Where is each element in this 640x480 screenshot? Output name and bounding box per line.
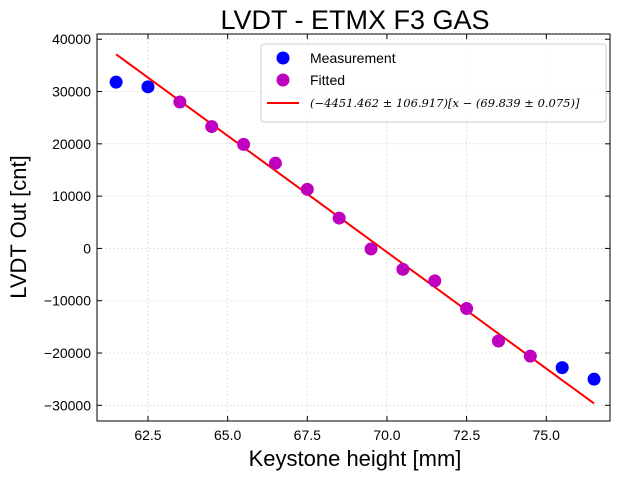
point-fitted <box>237 137 251 151</box>
point-fitted <box>460 302 474 316</box>
point-fitted <box>300 182 314 196</box>
legend-marker-measurement <box>276 51 290 65</box>
x-tick-label: 70.0 <box>373 427 400 443</box>
y-axis-ticks: −30000 −20000 −10000 0 10000 20000 30000 40000 <box>44 31 610 413</box>
y-axis-label: LVDT Out [cnt] <box>6 155 31 298</box>
x-tick-label: 65.0 <box>214 427 241 443</box>
x-axis-label: Keystone height [mm] <box>249 446 462 471</box>
point-measurement <box>587 372 601 386</box>
y-tick-label: 20000 <box>52 136 91 152</box>
x-tick-label: 72.5 <box>453 427 480 443</box>
point-fitted <box>523 349 537 363</box>
x-tick-label: 67.5 <box>294 427 321 443</box>
y-tick-label: −10000 <box>44 293 91 309</box>
legend-box <box>260 43 607 123</box>
x-tick-label: 62.5 <box>134 427 161 443</box>
x-tick-label: 75.0 <box>533 427 560 443</box>
chart-title: LVDT - ETMX F3 GAS <box>220 5 489 35</box>
x-axis-ticks: 62.5 65.0 67.5 70.0 72.5 75.0 <box>134 34 560 443</box>
y-tick-label: −30000 <box>44 397 91 413</box>
y-tick-label: 30000 <box>52 84 91 100</box>
point-fitted <box>332 211 346 225</box>
data-points <box>109 75 601 386</box>
point-measurement <box>555 361 569 375</box>
y-tick-label: 0 <box>83 240 91 256</box>
point-fitted <box>173 95 187 109</box>
point-fitted <box>205 120 219 134</box>
point-fitted <box>268 156 282 170</box>
legend-label-fitted: Fitted <box>310 72 345 88</box>
point-measurement <box>141 80 155 94</box>
plot-frame <box>96 33 611 422</box>
legend-marker-fitted <box>276 73 290 87</box>
point-fitted <box>491 334 505 348</box>
point-fitted <box>428 274 442 288</box>
legend-label-fit: (−4451.462 ± 106.917)[x − (69.839 ± 0.07… <box>310 96 580 110</box>
point-fitted <box>364 242 378 256</box>
point-fitted <box>396 262 410 276</box>
legend-label-measurement: Measurement <box>310 50 396 66</box>
fit-line <box>115 53 595 405</box>
y-tick-label: 40000 <box>52 31 91 47</box>
fit-line-layer <box>115 53 595 405</box>
legend: Measurement Fitted (−4451.462 ± 106.917)… <box>260 43 607 123</box>
point-measurement <box>109 75 123 89</box>
y-tick-label: −20000 <box>44 345 91 361</box>
y-tick-label: 10000 <box>52 188 91 204</box>
